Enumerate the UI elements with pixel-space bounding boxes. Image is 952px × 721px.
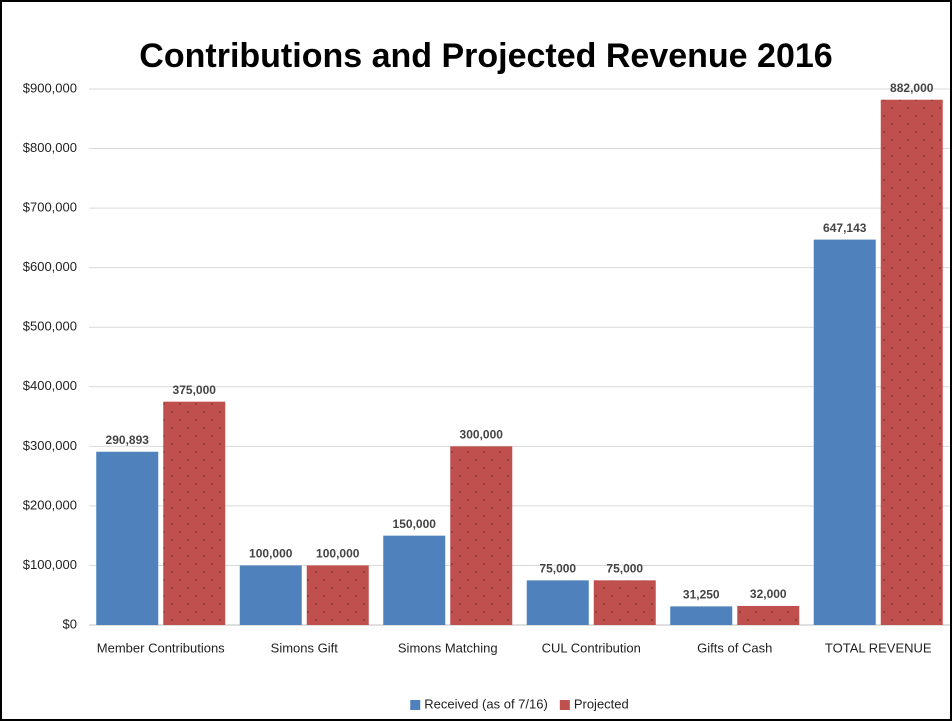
data-label: 100,000 xyxy=(316,547,360,561)
legend-swatch xyxy=(559,700,570,710)
bar xyxy=(593,580,656,625)
legend-label: Projected xyxy=(574,696,629,711)
data-label: 647,143 xyxy=(823,221,867,235)
bar xyxy=(737,605,800,625)
y-tick-label: $200,000 xyxy=(23,497,77,512)
data-label: 75,000 xyxy=(539,562,576,576)
data-label: 882,000 xyxy=(890,81,934,95)
y-tick-label: $0 xyxy=(63,616,77,631)
y-tick-label: $100,000 xyxy=(23,557,77,572)
bar xyxy=(880,99,943,626)
x-tick-label: Simons Gift xyxy=(271,640,339,655)
y-tick-label: $900,000 xyxy=(23,80,77,95)
bar xyxy=(383,535,446,625)
data-label: 31,250 xyxy=(683,588,720,602)
data-label: 290,893 xyxy=(106,433,150,447)
legend-label: Received (as of 7/16) xyxy=(424,696,548,711)
data-label: 75,000 xyxy=(606,562,643,576)
bar xyxy=(239,565,302,625)
x-tick-label: TOTAL REVENUE xyxy=(825,640,932,655)
bar xyxy=(670,606,733,625)
data-label: 300,000 xyxy=(460,428,504,442)
data-label: 375,000 xyxy=(173,383,217,397)
x-tick-label: Member Contributions xyxy=(97,640,225,655)
bar xyxy=(526,580,589,625)
y-tick-label: $400,000 xyxy=(23,378,77,393)
y-tick-label: $700,000 xyxy=(23,200,77,215)
legend-swatch xyxy=(410,700,421,710)
bar xyxy=(306,565,369,625)
x-tick-label: Gifts of Cash xyxy=(697,640,772,655)
bar xyxy=(813,239,876,625)
bar xyxy=(96,451,159,625)
data-label: 150,000 xyxy=(393,517,437,531)
data-label: 32,000 xyxy=(750,587,787,601)
bar xyxy=(163,401,226,625)
y-tick-label: $500,000 xyxy=(23,319,77,334)
chart-title: Contributions and Projected Revenue 2016 xyxy=(139,37,832,75)
data-label: 100,000 xyxy=(249,547,293,561)
y-tick-label: $800,000 xyxy=(23,140,77,155)
x-tick-label: CUL Contribution xyxy=(542,640,641,655)
y-tick-label: $300,000 xyxy=(23,438,77,453)
bar xyxy=(450,446,513,625)
y-tick-label: $600,000 xyxy=(23,259,77,274)
x-tick-label: Simons Matching xyxy=(398,640,498,655)
